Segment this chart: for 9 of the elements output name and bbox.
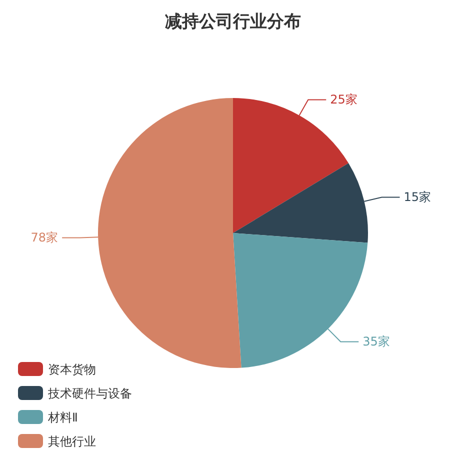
data-label: 35家 [362,334,390,349]
legend-label: 其他行业 [48,434,96,448]
legend-label: 技术硬件与设备 [47,386,132,400]
legend-label: 材料Ⅱ [47,410,78,424]
data-label: 15家 [404,190,432,204]
chart-title: 减持公司行业分布 [165,12,301,32]
legend-label: 资本货物 [48,362,96,376]
data-label: 78家 [30,230,58,245]
data-label: 25家 [330,92,358,107]
